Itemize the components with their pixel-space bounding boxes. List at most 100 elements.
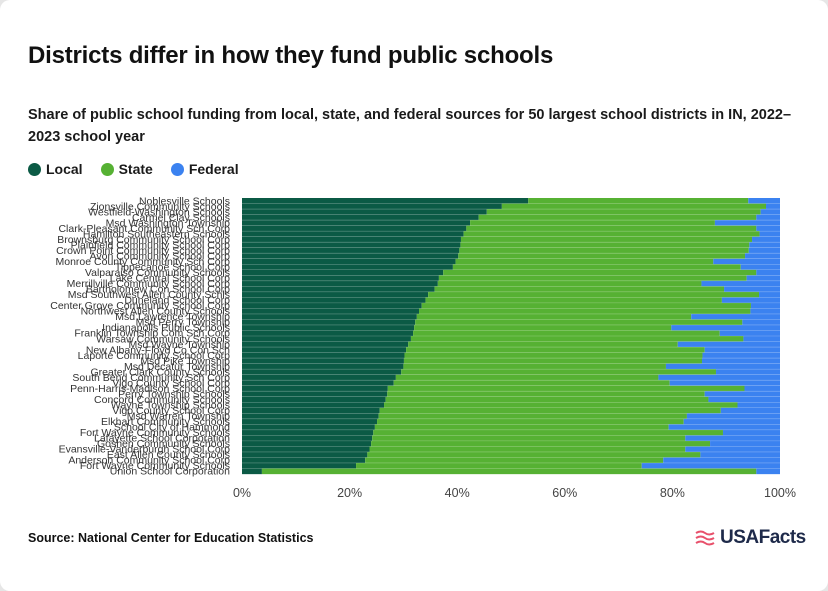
bar-local-27 — [242, 347, 407, 353]
bar-local-12 — [242, 264, 453, 270]
bar-state-17 — [428, 291, 760, 298]
bar-state-24 — [413, 330, 720, 337]
bar-federal-44 — [710, 440, 780, 447]
bar-federal-19 — [750, 302, 780, 309]
bar-local-30 — [242, 363, 404, 370]
bar-state-22 — [415, 319, 743, 326]
bar-local-35 — [242, 391, 388, 397]
bar-state-31 — [401, 369, 716, 375]
bar-state-5 — [466, 225, 757, 232]
category-label-2: Westfield-Washington Schools — [88, 206, 230, 218]
bar-state-35 — [387, 391, 705, 397]
category-label-23: Indianapolis Public Schools — [102, 322, 230, 334]
bar-state-13 — [443, 269, 757, 276]
legend-swatch-state — [100, 162, 114, 176]
source-note: Source: National Center for Education St… — [28, 531, 314, 545]
category-label-6: Hamilton Southeastern Schools — [83, 228, 230, 240]
bar-local-24 — [242, 330, 414, 337]
bar-federal-37 — [737, 402, 780, 408]
bar-local-5 — [242, 225, 467, 232]
category-label-19: Center Grove Community School Corp — [50, 300, 230, 312]
legend-swatch-federal — [170, 162, 184, 176]
category-label-32: South Bend Community Sch Corp — [72, 372, 230, 384]
bar-state-3 — [478, 214, 757, 221]
legend-item-local: Local — [28, 161, 83, 177]
category-label-25: Warsaw Community Schools — [96, 333, 230, 345]
bar-local-4 — [242, 220, 471, 226]
category-label-35: Perry Township Schools — [118, 388, 230, 400]
bar-state-29 — [403, 358, 702, 364]
bar-federal-27 — [704, 347, 780, 353]
bar-federal-29 — [701, 358, 780, 364]
bar-local-38 — [242, 407, 380, 414]
bar-local-43 — [242, 435, 373, 442]
bar-state-37 — [384, 402, 738, 408]
bar-federal-5 — [756, 225, 780, 232]
bar-local-32 — [242, 374, 396, 381]
bar-federal-13 — [756, 269, 780, 276]
bar-federal-24 — [719, 330, 780, 337]
bar-federal-25 — [743, 336, 780, 342]
category-label-8: Plainfield Community School Corp — [71, 239, 230, 251]
bar-local-25 — [242, 336, 411, 342]
category-label-48: Fort Wayne Community Schools — [80, 460, 230, 472]
bar-local-46 — [242, 451, 368, 458]
bar-federal-3 — [756, 214, 780, 221]
bar-federal-41 — [668, 424, 780, 430]
legend-item-state: State — [100, 161, 153, 177]
bar-state-10 — [458, 253, 746, 259]
bar-local-0 — [242, 198, 529, 204]
category-label-24: Franklin Township Com Sch Corp — [74, 328, 230, 340]
bar-local-44 — [242, 440, 372, 447]
category-label-39: Msd Warren Township — [127, 411, 230, 423]
bar-local-11 — [242, 258, 456, 265]
bar-local-7 — [242, 236, 461, 243]
bar-local-22 — [242, 319, 416, 326]
bar-federal-42 — [722, 429, 780, 436]
category-label-42: Fort Wayne Community Schools — [80, 427, 230, 439]
bar-federal-15 — [701, 280, 780, 287]
bar-federal-22 — [742, 319, 780, 326]
bar-state-26 — [408, 341, 678, 348]
bar-federal-0 — [748, 198, 780, 204]
category-label-49: Union School Corporation — [110, 466, 230, 478]
bar-federal-8 — [749, 242, 780, 248]
flag-icon — [695, 530, 715, 546]
bar-local-17 — [242, 291, 429, 298]
bar-federal-40 — [683, 418, 780, 425]
category-label-38: Vigo County School Corp — [112, 405, 230, 417]
category-label-5: Clark-Pleasant Community Sch Corp — [58, 223, 230, 235]
bar-local-2 — [242, 209, 487, 215]
bar-local-13 — [242, 269, 444, 276]
bar-federal-18 — [721, 297, 780, 304]
bar-state-28 — [404, 352, 703, 359]
category-label-33: Vigo County School Corp — [112, 377, 230, 389]
bar-federal-33 — [669, 380, 780, 386]
bar-state-12 — [452, 264, 741, 270]
category-label-45: Evansville-Vanderburgh School Corp — [59, 444, 231, 456]
bar-local-48 — [242, 462, 357, 469]
bar-state-30 — [403, 363, 666, 370]
category-label-26: Msd Wayne Township — [128, 339, 230, 351]
category-label-10: Avon Community School Corp — [90, 250, 231, 262]
bar-state-34 — [387, 385, 745, 392]
bar-local-40 — [242, 418, 378, 425]
x-tick-label-5: 100% — [764, 486, 796, 500]
bar-state-9 — [459, 247, 749, 254]
bar-federal-23 — [671, 324, 780, 331]
legend: Local State Federal — [28, 161, 239, 177]
bar-state-44 — [371, 440, 711, 447]
bar-federal-1 — [766, 203, 780, 210]
bar-state-14 — [438, 275, 747, 281]
category-label-41: School City of Hammond — [114, 422, 230, 434]
x-tick-label-3: 60% — [552, 486, 577, 500]
bar-state-18 — [425, 297, 722, 304]
bar-local-28 — [242, 352, 405, 359]
bar-federal-21 — [691, 313, 780, 320]
bar-local-36 — [242, 396, 386, 403]
bar-federal-6 — [759, 231, 780, 237]
category-label-44: Goshen Community Schools — [97, 438, 230, 450]
logo-text: USAFacts — [720, 527, 806, 548]
